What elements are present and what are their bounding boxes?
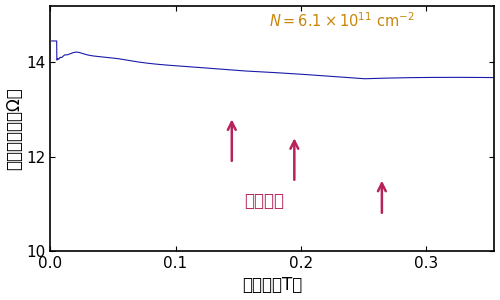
Text: 振動の節: 振動の節 (244, 192, 284, 210)
X-axis label: 磁場　（T）: 磁場 （T） (242, 276, 302, 294)
Text: $N = 6.1\times10^{11}\ \mathrm{cm}^{-2}$: $N = 6.1\times10^{11}\ \mathrm{cm}^{-2}$ (270, 11, 415, 30)
Y-axis label: 電気抵抗　（Ω）: 電気抵抗 （Ω） (6, 87, 24, 170)
